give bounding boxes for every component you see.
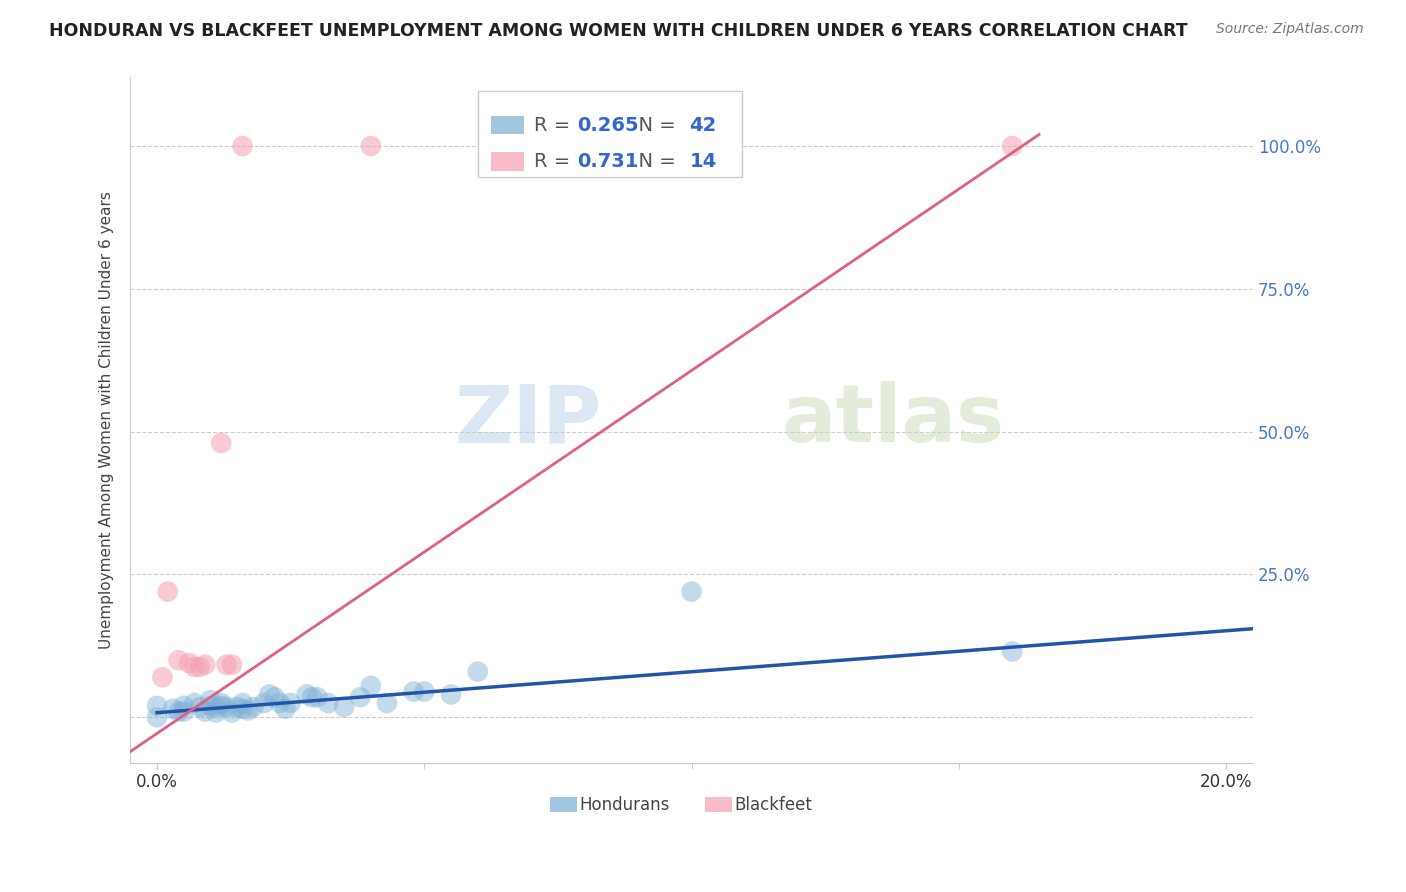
Text: 0.731: 0.731 (576, 153, 638, 171)
Point (236, 703, 259, 717)
Point (156, 584, 179, 599)
Point (200, 698, 222, 713)
Point (205, 706, 228, 720)
Point (316, 696, 339, 710)
Point (232, 702, 254, 716)
Point (467, 665, 489, 679)
Point (574, 139, 596, 153)
Point (349, 690, 371, 705)
Point (301, 690, 323, 705)
Text: ZIP: ZIP (454, 381, 602, 459)
Point (280, 696, 302, 710)
Y-axis label: Unemployment Among Women with Children Under 6 years: Unemployment Among Women with Children U… (100, 191, 114, 649)
Point (209, 698, 232, 713)
Text: Hondurans: Hondurans (579, 797, 669, 814)
Point (215, 657, 238, 672)
Point (209, 436, 232, 450)
Text: R =: R = (534, 153, 576, 171)
Point (402, 684, 425, 698)
FancyBboxPatch shape (491, 152, 524, 170)
Point (146, 710, 169, 724)
Point (274, 702, 297, 716)
Text: Blackfeet: Blackfeet (734, 797, 813, 814)
Point (194, 705, 217, 719)
Point (242, 700, 264, 714)
Point (152, 670, 174, 684)
FancyBboxPatch shape (491, 116, 524, 135)
Point (226, 700, 249, 714)
Point (1001, 644, 1024, 658)
Point (360, 139, 382, 153)
Point (681, 584, 703, 599)
Point (360, 679, 382, 693)
FancyBboxPatch shape (478, 91, 742, 177)
Point (263, 690, 285, 705)
Point (173, 705, 195, 719)
Text: N =: N = (627, 153, 682, 171)
Point (221, 657, 243, 672)
Point (188, 660, 211, 674)
Text: 14: 14 (689, 153, 717, 171)
Point (295, 688, 318, 702)
Point (232, 139, 254, 153)
Point (194, 657, 217, 672)
Point (173, 698, 195, 713)
Point (259, 688, 281, 702)
Point (232, 696, 254, 710)
Point (333, 700, 356, 714)
Point (253, 696, 276, 710)
Point (375, 696, 398, 710)
FancyBboxPatch shape (704, 797, 733, 812)
Point (146, 698, 169, 713)
Point (269, 696, 291, 710)
Text: atlas: atlas (782, 381, 1004, 459)
Point (200, 693, 222, 707)
Point (162, 702, 184, 716)
Point (307, 690, 329, 705)
Point (183, 660, 205, 674)
Point (167, 705, 190, 719)
Text: 42: 42 (689, 116, 717, 135)
Point (167, 653, 190, 667)
Point (221, 706, 243, 720)
Point (179, 656, 201, 670)
Point (215, 700, 238, 714)
FancyBboxPatch shape (550, 797, 576, 812)
Text: HONDURAN VS BLACKFEET UNEMPLOYMENT AMONG WOMEN WITH CHILDREN UNDER 6 YEARS CORRE: HONDURAN VS BLACKFEET UNEMPLOYMENT AMONG… (49, 22, 1188, 40)
Text: R =: R = (534, 116, 576, 135)
Text: Source: ZipAtlas.com: Source: ZipAtlas.com (1216, 22, 1364, 37)
Text: 0.265: 0.265 (576, 116, 638, 135)
Point (205, 700, 228, 714)
Point (1001, 139, 1024, 153)
Point (209, 696, 232, 710)
Text: N =: N = (627, 116, 682, 135)
Point (183, 696, 205, 710)
Point (413, 684, 436, 698)
Point (440, 688, 463, 702)
Point (188, 700, 211, 714)
